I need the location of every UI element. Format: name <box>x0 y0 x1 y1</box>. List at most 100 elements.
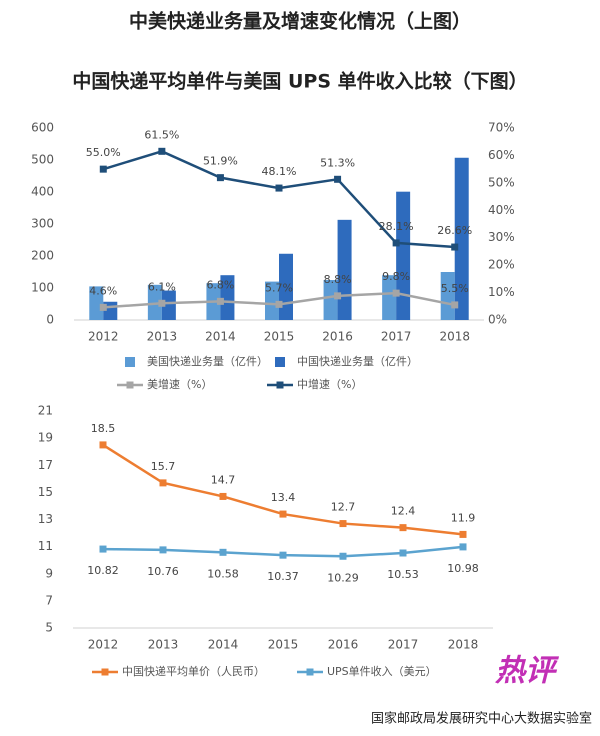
marker <box>158 299 166 307</box>
y-tick-label: 500 <box>31 153 54 167</box>
data-label: 12.7 <box>331 501 356 514</box>
bar <box>89 286 104 320</box>
y-tick-label: 15 <box>38 485 53 499</box>
x-tick-label: 2014 <box>205 330 236 344</box>
y-tick-label: 0 <box>46 313 54 327</box>
bar <box>147 284 162 320</box>
marker <box>219 548 227 556</box>
marker <box>216 174 224 182</box>
data-label: 8.8% <box>324 273 352 286</box>
x-tick-label: 2018 <box>448 638 479 652</box>
legend-marker <box>276 381 284 389</box>
data-label: 14.7 <box>211 473 236 486</box>
y2-tick-label: 40% <box>488 203 515 217</box>
marker <box>99 303 107 311</box>
data-label: 10.82 <box>87 564 119 577</box>
data-label: 11.9 <box>451 511 476 524</box>
legend-marker <box>101 668 109 676</box>
x-tick-label: 2013 <box>148 638 179 652</box>
legend-marker <box>306 668 314 676</box>
legend-swatch <box>125 357 135 367</box>
bar <box>454 157 469 320</box>
x-tick-label: 2015 <box>264 330 295 344</box>
x-tick-label: 2015 <box>268 638 299 652</box>
marker <box>459 543 467 551</box>
data-label: 5.5% <box>441 282 469 295</box>
y-tick-label: 5 <box>45 621 53 635</box>
marker <box>334 292 342 300</box>
marker <box>99 545 107 553</box>
y-tick-label: 100 <box>31 281 54 295</box>
x-tick-label: 2017 <box>381 330 412 344</box>
data-label: 10.53 <box>387 568 419 581</box>
legend-label: 美增速（%） <box>147 377 212 391</box>
bar <box>265 281 279 320</box>
data-label: 26.6% <box>437 224 472 237</box>
marker <box>334 175 342 183</box>
x-tick-label: 2014 <box>208 638 239 652</box>
source: 国家邮政局发展研究中心大数据实验室 <box>371 711 592 727</box>
title: 中美快递业务量及增速变化情况（上图） <box>129 10 471 33</box>
data-label: 51.9% <box>203 155 238 168</box>
x-tick-label: 2018 <box>439 330 470 344</box>
marker <box>279 510 287 518</box>
marker <box>99 441 107 449</box>
y-tick-label: 19 <box>38 431 53 445</box>
y2-tick-label: 20% <box>488 258 515 272</box>
marker <box>451 301 459 309</box>
data-label: 9.8% <box>382 270 410 283</box>
legend-label: 中国快递平均单价（人民币） <box>122 664 265 678</box>
bar <box>220 275 235 320</box>
y-tick-label: 600 <box>31 121 54 135</box>
legend-label: 美国快递业务量（亿件） <box>147 354 268 368</box>
marker <box>219 492 227 500</box>
y-tick-label: 9 <box>45 566 53 580</box>
data-label: 15.7 <box>151 460 176 473</box>
bar <box>323 280 338 320</box>
data-label: 10.76 <box>147 565 179 578</box>
x-tick-label: 2013 <box>147 330 178 344</box>
line <box>102 443 464 536</box>
y-tick-label: 400 <box>31 185 54 199</box>
marker <box>159 546 167 554</box>
data-label: 10.29 <box>327 571 359 584</box>
y-tick-label: 11 <box>38 539 53 553</box>
data-label: 61.5% <box>144 128 179 141</box>
x-tick-label: 2016 <box>322 330 353 344</box>
badge: 热评 <box>494 654 560 689</box>
marker <box>459 530 467 538</box>
marker <box>392 239 400 247</box>
y-tick-label: 7 <box>45 593 53 607</box>
x-tick-label: 2017 <box>388 638 419 652</box>
bar <box>382 275 397 320</box>
x-tick-label: 2012 <box>88 638 119 652</box>
data-label: 6.1% <box>148 280 176 293</box>
legend-marker <box>126 381 134 389</box>
y-tick-label: 13 <box>38 512 53 526</box>
marker <box>216 297 224 305</box>
data-label: 18.5 <box>91 422 116 435</box>
marker <box>275 300 283 308</box>
y2-tick-label: 0% <box>488 313 507 327</box>
data-label: 4.6% <box>89 284 117 297</box>
marker <box>339 520 347 528</box>
marker <box>99 165 107 173</box>
subtitle: 中国快递平均单件与美国 UPS 单件收入比较（下图） <box>72 70 527 93</box>
y2-tick-label: 30% <box>488 230 515 244</box>
y2-tick-label: 60% <box>488 148 515 162</box>
y-tick-label: 200 <box>31 249 54 263</box>
data-label: 10.98 <box>447 562 479 575</box>
y-tick-label: 21 <box>38 404 53 418</box>
data-label: 48.1% <box>262 165 297 178</box>
data-label: 13.4 <box>271 491 296 504</box>
marker <box>275 184 283 192</box>
y2-tick-label: 50% <box>488 175 515 189</box>
marker <box>339 552 347 560</box>
marker <box>392 289 400 297</box>
y2-tick-label: 10% <box>488 285 515 299</box>
bar <box>396 191 411 320</box>
data-label: 10.58 <box>207 567 239 580</box>
data-label: 55.0% <box>86 146 121 159</box>
data-label: 6.8% <box>206 278 234 291</box>
